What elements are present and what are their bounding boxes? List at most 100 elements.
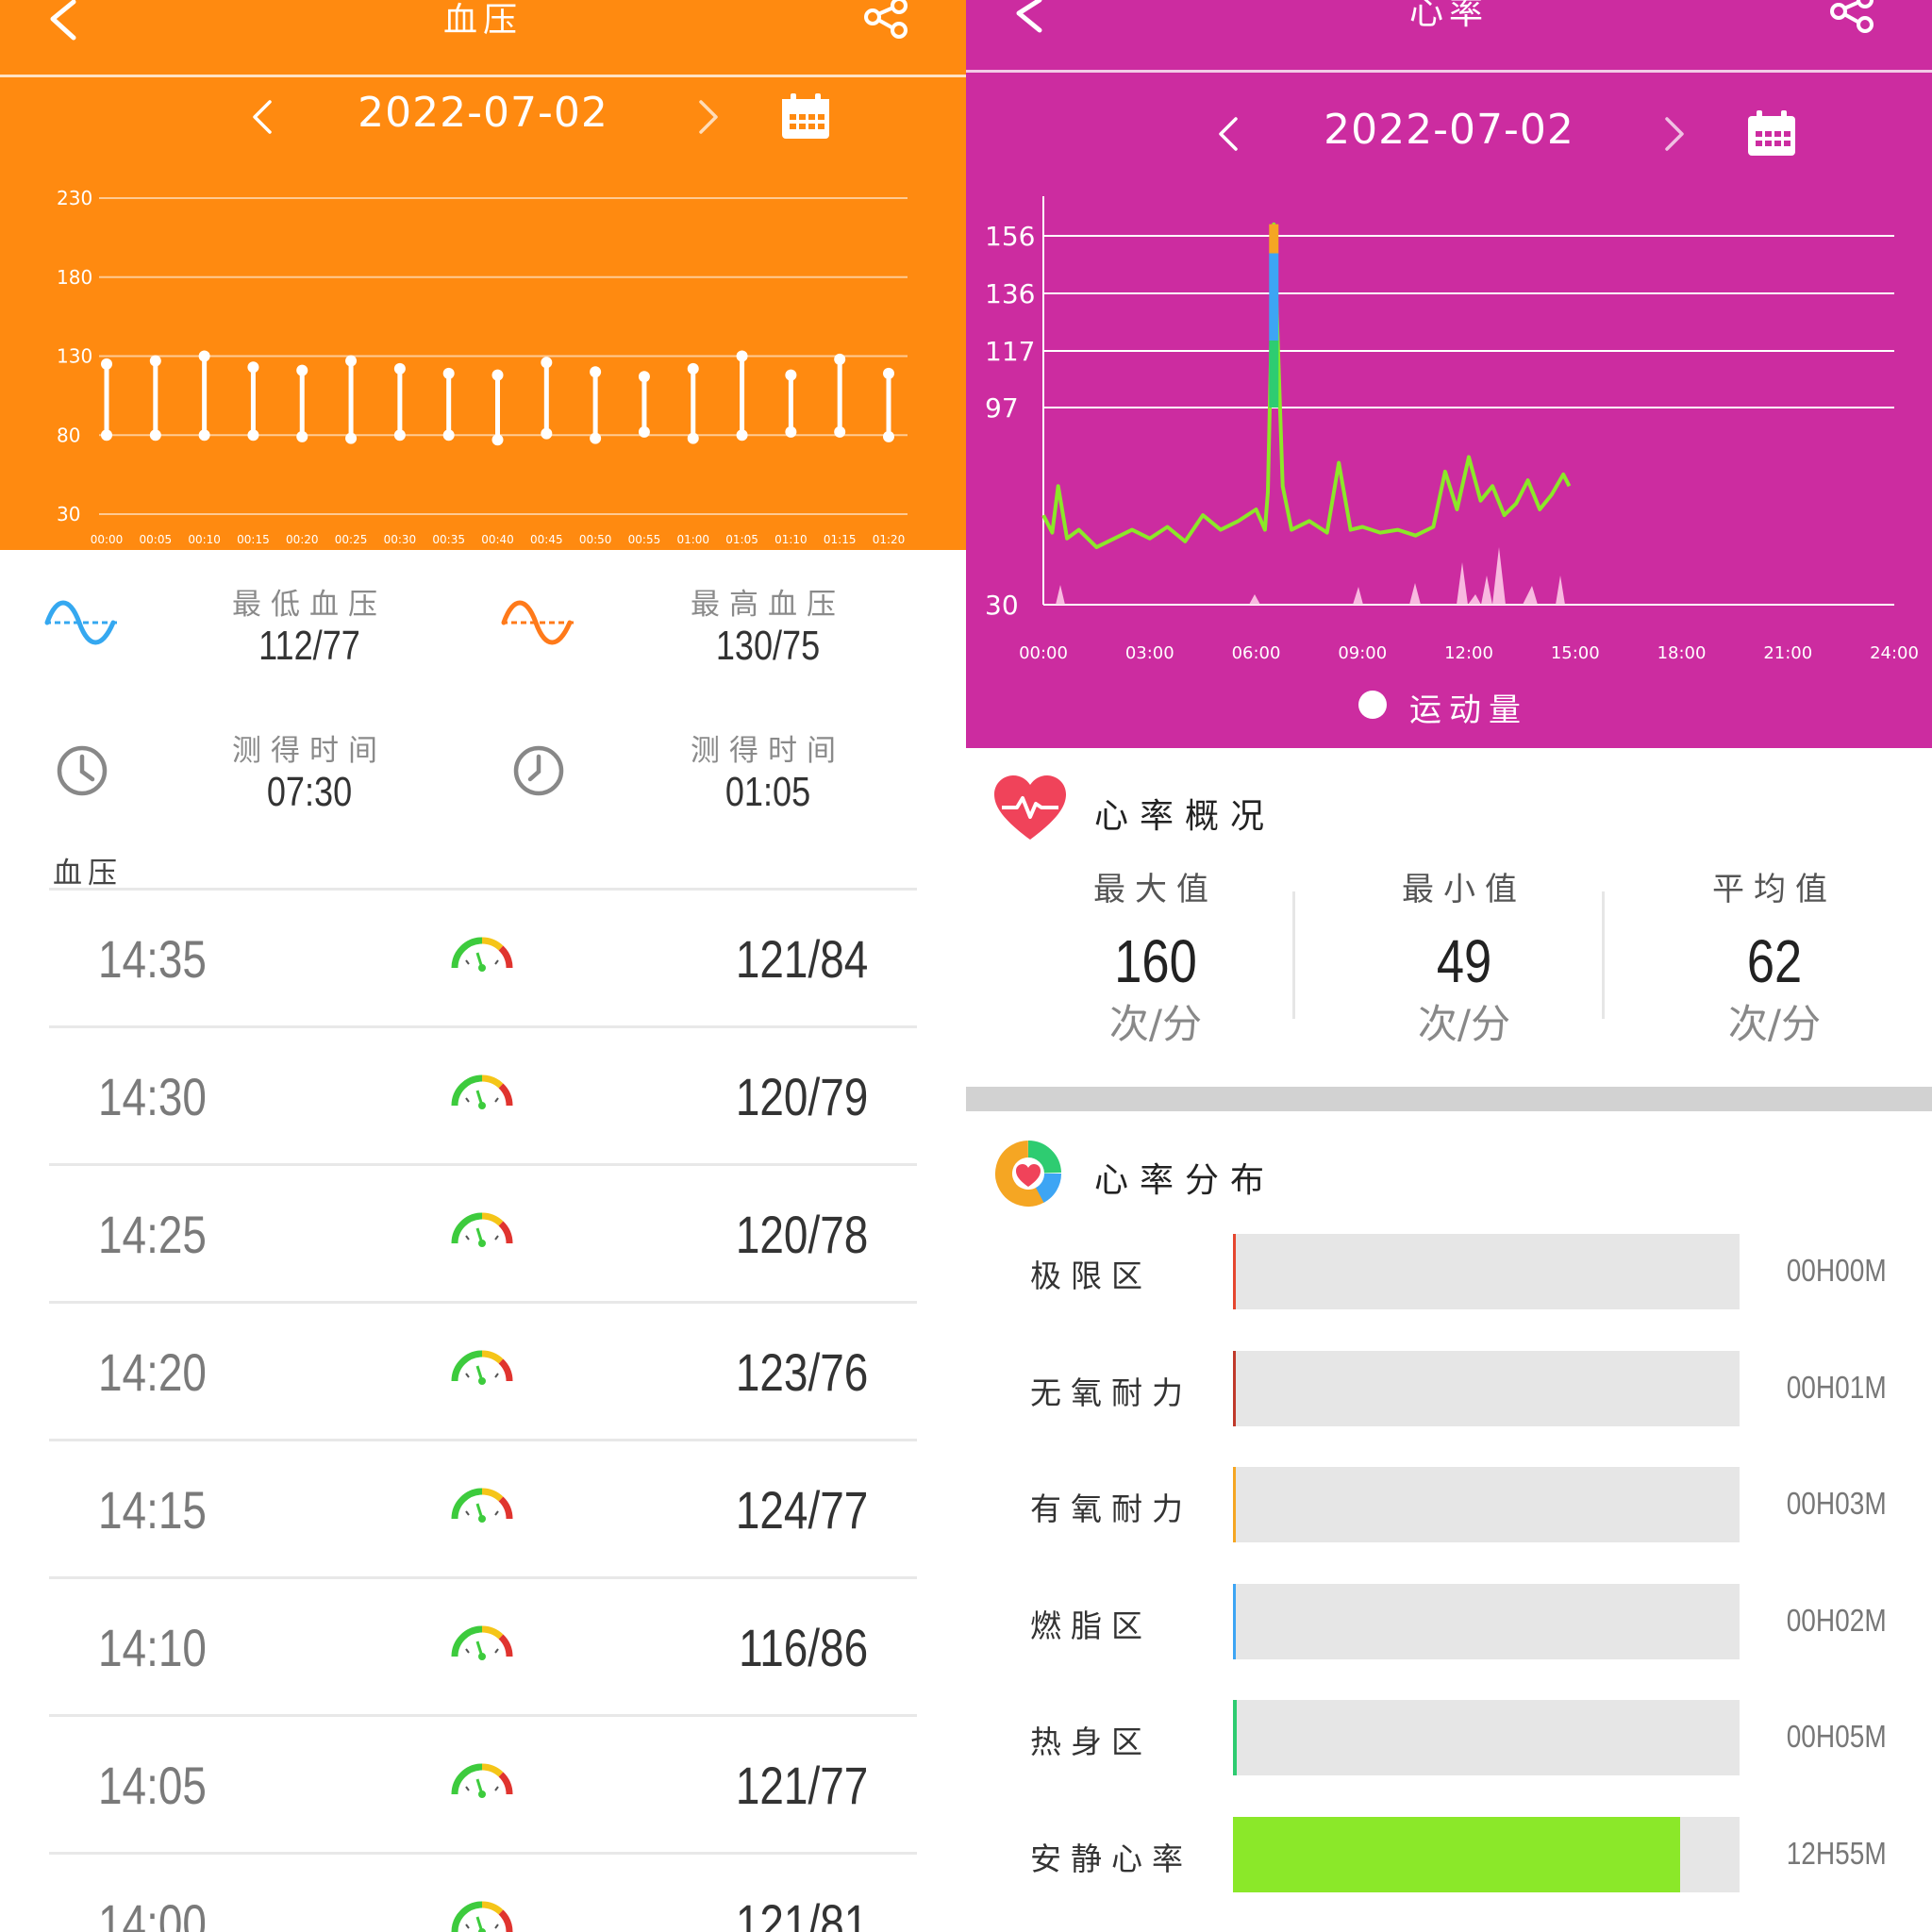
zone-time: 00H02M: [1786, 1602, 1887, 1638]
peak-segment: [1269, 224, 1279, 254]
bp-bar-cap: [393, 362, 406, 375]
bp-bar-cap: [491, 434, 504, 446]
min-bp-value: 112/77: [258, 623, 360, 669]
zone-name: 无氧耐力: [1030, 1374, 1192, 1411]
record-time: 14:30: [98, 1067, 207, 1126]
legend-label: 运动量: [1409, 691, 1528, 729]
header-divider: [0, 75, 966, 77]
zone-bar-track: [1233, 1583, 1740, 1659]
bp-bar-cap: [883, 367, 894, 379]
x-tick-label: 00:55: [628, 533, 661, 546]
zone-bar-fill: [1233, 1700, 1237, 1775]
bp-record-row[interactable]: 14:05 121/77: [49, 1714, 917, 1855]
record-time: 14:35: [98, 929, 207, 989]
page-title: 血压: [442, 1, 523, 40]
share-icon[interactable]: [1829, 0, 1876, 34]
x-tick-label: 24:00: [1870, 643, 1919, 663]
pie-chart-icon: [995, 1141, 1061, 1207]
x-tick-label: 15:00: [1551, 643, 1600, 663]
zone-time: 00H05M: [1786, 1719, 1887, 1754]
prev-date-icon[interactable]: [247, 98, 277, 136]
heart-rate-screen: 心率 2022-07-02 156 136 117 97 30 00:00 03:00 06:…: [966, 0, 1932, 1932]
zone-time: 00H00M: [1786, 1253, 1887, 1288]
calendar-icon[interactable]: [1745, 108, 1798, 159]
bp-bar-cap: [638, 425, 650, 438]
zone-bar-fill: [1233, 1816, 1680, 1892]
zone-name: 极限区: [1030, 1257, 1152, 1294]
max-bp-wave-icon: [501, 600, 575, 645]
hr-distribution-title: 心率分布: [1094, 1161, 1276, 1200]
min-bp-time: 07:30: [266, 769, 353, 815]
date-label[interactable]: 2022-07-02: [1324, 106, 1574, 154]
record-value: 120/79: [735, 1067, 868, 1126]
y-tick-label: 156: [985, 221, 1035, 252]
hr-zone-row: 热身区 00H05M: [966, 1700, 1932, 1775]
max-bp-value: 130/75: [715, 623, 821, 669]
x-tick-label: 21:00: [1763, 643, 1812, 663]
record-value: 120/78: [735, 1205, 868, 1264]
bp-bar-cap: [687, 432, 699, 444]
max-hr-unit: 次/分: [1108, 1001, 1203, 1047]
x-tick-label: 01:10: [774, 533, 808, 546]
zone-bar-track: [1233, 1234, 1740, 1309]
zone-name: 有氧耐力: [1030, 1491, 1192, 1527]
bp-chart: 230 180 130 80 30 00:00 00:05 00:10 00:15 00:20 00…: [57, 187, 908, 546]
gauge-icon: [451, 1901, 513, 1932]
bp-record-row[interactable]: 14:35 121/84: [49, 888, 917, 1028]
y-tick-label: 30: [985, 590, 1019, 621]
avg-hr-label: 平均值: [1712, 871, 1837, 908]
record-time: 14:20: [98, 1342, 207, 1402]
hr-zone-row: 燃脂区 00H02M: [966, 1583, 1932, 1659]
zone-time: 12H55M: [1786, 1835, 1887, 1871]
zone-time: 00H01M: [1786, 1369, 1887, 1405]
min-bp-label: 最低血压: [232, 588, 387, 622]
activity-area: [1056, 547, 1565, 605]
bp-record-row[interactable]: 14:10 116/86: [49, 1576, 917, 1717]
min-hr-label: 最小值: [1402, 871, 1526, 908]
bp-record-row[interactable]: 14:15 124/77: [49, 1439, 917, 1579]
bp-bar-cap: [736, 350, 748, 362]
y-tick-label: 117: [985, 336, 1035, 367]
clock-icon: [57, 745, 108, 796]
back-icon[interactable]: [43, 0, 81, 42]
bp-record-row[interactable]: 14:25 120/78: [49, 1163, 917, 1304]
zone-bar-track: [1233, 1816, 1740, 1892]
y-tick-label: 30: [57, 503, 80, 525]
zone-bar-fill: [1233, 1467, 1236, 1542]
bp-bar-cap: [101, 358, 112, 370]
max-hr-label: 最大值: [1093, 871, 1218, 908]
bp-bar-cap: [442, 367, 455, 379]
x-tick-label: 06:00: [1232, 643, 1281, 663]
gauge-icon: [451, 1212, 513, 1247]
x-tick-label: 00:00: [1019, 643, 1068, 663]
hr-zone-row: 极限区 00H00M: [966, 1234, 1932, 1309]
bp-bar-cap: [393, 429, 406, 441]
bp-record-row[interactable]: 14:30 120/79: [49, 1025, 917, 1166]
calendar-icon[interactable]: [779, 92, 832, 142]
x-tick-label: 01:00: [676, 533, 709, 546]
bp-bar-cap: [590, 432, 602, 444]
gauge-icon: [451, 1763, 513, 1798]
back-icon[interactable]: [1009, 0, 1047, 34]
zone-bar-fill: [1233, 1234, 1236, 1309]
share-icon[interactable]: [863, 0, 910, 42]
prev-date-icon[interactable]: [1213, 115, 1243, 153]
bp-bar-cap: [541, 357, 553, 369]
x-tick-label: 01:20: [873, 533, 906, 546]
bp-bar-cap: [491, 369, 504, 381]
next-date-icon[interactable]: [693, 98, 724, 136]
x-tick-label: 12:00: [1444, 643, 1493, 663]
x-tick-label: 00:10: [188, 533, 221, 546]
bp-bar-cap: [442, 429, 455, 441]
bp-record-row[interactable]: 14:20 123/76: [49, 1301, 917, 1441]
next-date-icon[interactable]: [1659, 115, 1690, 153]
bp-record-row[interactable]: 14:00 121/81: [49, 1852, 917, 1932]
y-tick-label: 136: [985, 278, 1035, 309]
peak-segment: [1269, 253, 1279, 341]
record-time: 14:00: [98, 1893, 207, 1932]
x-tick-label: 00:50: [579, 533, 612, 546]
bp-bar-cap: [101, 429, 112, 441]
avg-hr-value: 62: [1746, 927, 1803, 995]
date-label[interactable]: 2022-07-02: [358, 89, 608, 137]
blood-pressure-screen: 血压 2022-07-02 230 180 130 80 30 00:00 00:0: [0, 0, 966, 1932]
